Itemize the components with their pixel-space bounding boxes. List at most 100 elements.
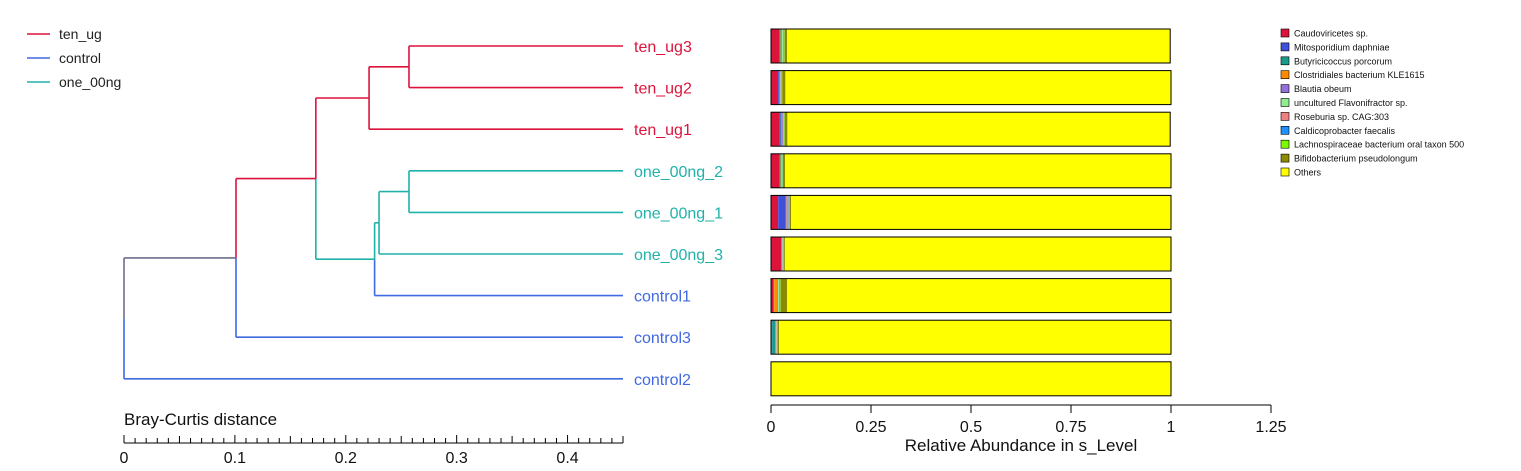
species-legend-label: Clostridiales bacterium KLE1615 — [1294, 70, 1425, 80]
bar-segment — [787, 278, 1171, 313]
bar-axis: Relative Abundance in s_Level 0 0.25 0.5 0.… — [767, 404, 1287, 455]
bar-segment — [779, 153, 780, 188]
leaf-label-control2: control2 — [634, 372, 691, 389]
species-legend-label: Mitosporidium daphniae — [1294, 42, 1390, 52]
species-legend-label: Blautia obeum — [1294, 84, 1352, 94]
species-legend-label: Caldicoprobacter faecalis — [1294, 126, 1396, 136]
species-legend-label: Lachnospiraceae bacterium oral taxon 500 — [1294, 140, 1464, 150]
bar-segment — [771, 237, 781, 271]
bar-segment — [778, 278, 779, 313]
bar-row-ten_ug2 — [770, 70, 1172, 106]
bar-segment — [771, 112, 780, 147]
bar-outline — [770, 28, 1171, 64]
bar-axis-tick-label: 0.5 — [960, 419, 982, 436]
leaf-label-ten_ug3: ten_ug3 — [634, 39, 692, 56]
bar-row-ten_ug3 — [770, 28, 1171, 64]
species-legend-label: Bifidobacterium pseudolongum — [1294, 154, 1418, 164]
species-legend-swatch — [1280, 28, 1290, 38]
bar-segment — [774, 278, 778, 313]
bar-axis-tick-label: 0.25 — [855, 419, 886, 436]
bar-segment — [778, 70, 779, 105]
bar-segment — [771, 29, 779, 63]
dendrogram-axis-title: Bray-Curtis distance — [124, 410, 277, 429]
bar-outline — [770, 319, 1172, 355]
leaf-labels: ten_ug3 ten_ug2 ten_ug1 one_00ng_2 one_00ng_… — [634, 39, 723, 389]
bar-outline — [770, 70, 1172, 106]
stacked-bars — [770, 28, 1172, 397]
bar-segment — [785, 237, 1171, 271]
bar-segment — [780, 278, 787, 313]
bar-row-one_00ng_2 — [770, 153, 1172, 189]
bar-outline — [770, 278, 1172, 314]
bar-segment — [773, 278, 775, 313]
dendrogram-tick-label: 0.1 — [224, 450, 246, 467]
species-legend-swatch — [1280, 167, 1290, 177]
bar-outline — [770, 194, 1172, 230]
dendrogram-axis: Bray-Curtis distance 0 0.1 0.2 0.3 0.4 — [120, 410, 624, 467]
bar-outline — [770, 361, 1172, 397]
dendrogram-tick-label: 0 — [120, 450, 129, 467]
species-legend-swatch — [1280, 139, 1290, 149]
bar-outline — [770, 236, 1172, 272]
bar-segment — [785, 70, 1171, 105]
bar-segment — [784, 237, 785, 271]
bar-row-control1 — [770, 278, 1172, 314]
species-legend-label: uncultured Flavonifractor sp. — [1294, 98, 1408, 108]
bar-segment — [772, 320, 776, 355]
bar-segment — [791, 195, 1171, 230]
bar-segment — [784, 112, 788, 147]
bar-segment — [785, 153, 1171, 188]
bar-segment — [783, 29, 784, 63]
bar-axis-tick-label: 0 — [767, 419, 776, 436]
species-legend-swatch — [1280, 84, 1290, 93]
species-legend-label: Butyricicoccus porcorum — [1294, 56, 1392, 66]
species-legend-swatch — [1280, 153, 1290, 163]
bar-segment — [785, 195, 787, 230]
bar-segment — [786, 195, 788, 230]
bar-segment — [789, 195, 791, 230]
species-legend-swatch — [1280, 112, 1290, 121]
species-legend-swatch — [1280, 56, 1290, 66]
bar-segment — [782, 112, 783, 147]
bar-segment — [788, 195, 790, 230]
species-legend-swatch — [1280, 70, 1290, 79]
bar-segment — [779, 70, 780, 105]
bar-segment — [782, 29, 783, 63]
bar-segment — [780, 112, 782, 147]
bar-segment — [779, 29, 781, 63]
bar-segment — [787, 29, 1171, 63]
legend-label-one_00ng: one_00ng — [59, 74, 121, 90]
bar-axis-tick-label: 1.25 — [1255, 419, 1286, 436]
species-legend-swatch — [1280, 42, 1290, 52]
species-legend-label: Caudoviricetes sp. — [1294, 29, 1368, 39]
leaf-label-ten_ug2: ten_ug2 — [634, 81, 692, 98]
legend-label-control: control — [59, 50, 101, 66]
dendrogram — [123, 45, 623, 380]
bar-segment — [779, 320, 1171, 355]
bar-segment — [771, 153, 779, 188]
leaf-label-one_00ng_3: one_00ng_3 — [634, 247, 723, 264]
bar-outline — [770, 111, 1171, 147]
bar-segment — [779, 29, 780, 63]
leaf-label-control1: control1 — [634, 289, 691, 306]
bar-outline — [770, 153, 1172, 189]
bar-segment — [778, 195, 786, 230]
dendrogram-tick-label: 0.2 — [335, 450, 357, 467]
bar-axis-title: Relative Abundance in s_Level — [905, 436, 1138, 455]
bar-segment — [779, 153, 781, 188]
dendrogram-tick-label: 0.4 — [556, 450, 578, 467]
bar-axis-tick-label: 1 — [1167, 419, 1176, 436]
leaf-label-one_00ng_2: one_00ng_2 — [634, 164, 723, 181]
bar-segment — [771, 361, 1171, 396]
bar-segment — [777, 320, 779, 355]
leaf-label-one_00ng_1: one_00ng_1 — [634, 205, 723, 222]
bar-segment — [779, 112, 781, 147]
bar-segment — [771, 278, 773, 313]
bar-segment — [783, 153, 785, 188]
bar-segment — [787, 112, 1171, 147]
bar-row-control3 — [770, 319, 1172, 355]
bar-segment — [779, 278, 780, 313]
species-legend-label: Roseburia sp. CAG:303 — [1294, 112, 1389, 122]
